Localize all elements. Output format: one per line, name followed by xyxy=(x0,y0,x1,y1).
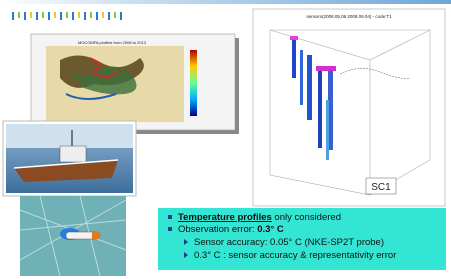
net-photo xyxy=(20,196,126,276)
header-bar xyxy=(0,0,451,4)
bullet-text: only considered xyxy=(272,212,341,223)
map-figure: MOCOMFA profiles from 2008 to 2013 xyxy=(31,34,239,134)
header-ticks xyxy=(12,12,122,20)
sub-bullet: 0.3° C : sensor accuracy & representativ… xyxy=(194,250,396,261)
bullet: Temperature profiles only considered xyxy=(178,212,341,223)
profile-plot: sensors(2008.05.06 2008.09.04) - code:T1… xyxy=(253,9,445,206)
plot-label: SC1 xyxy=(371,182,391,193)
slide: MOCOMFA profiles from 2008 to 2013 senso… xyxy=(0,0,451,279)
text-box: Temperature profiles only considered Obs… xyxy=(158,208,446,270)
page: MOCOMFA profiles from 2008 to 2013 senso… xyxy=(0,0,451,279)
bullet: Observation error: 0.3° C xyxy=(178,224,284,235)
plot-title: sensors(2008.05.06 2008.09.04) - code:T1 xyxy=(306,14,392,19)
bullet-bold: Temperature profiles xyxy=(178,212,272,223)
bullet-bold: 0.3° C xyxy=(257,224,284,235)
bullet-text: Observation error: xyxy=(178,224,257,235)
boat-photo xyxy=(3,121,136,196)
map-title: MOCOMFA profiles from 2008 to 2013 xyxy=(78,40,147,45)
sub-bullet: Sensor accuracy: 0.05° C (NKE-SP2T probe… xyxy=(194,237,384,248)
